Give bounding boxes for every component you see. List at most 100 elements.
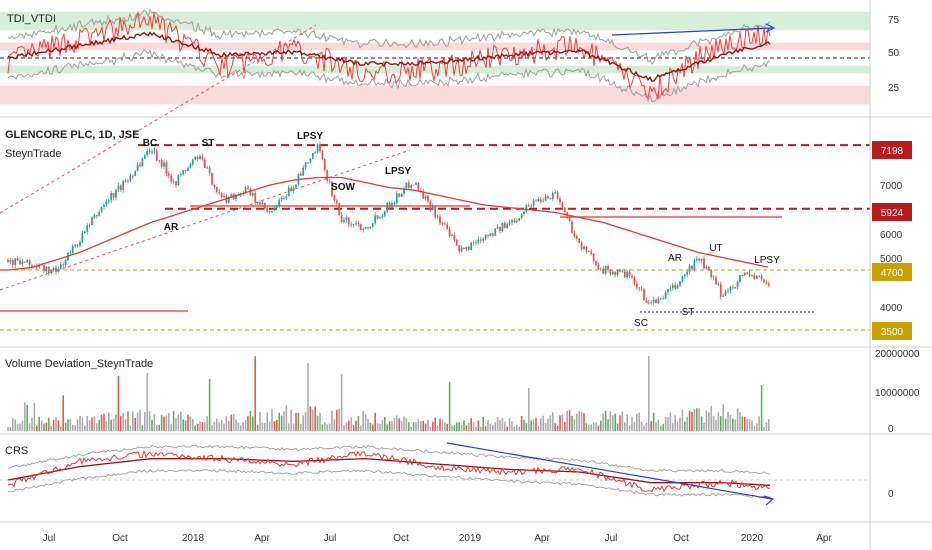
candle-body xyxy=(88,225,91,226)
volume-bar xyxy=(662,423,664,431)
candle-body xyxy=(290,187,293,191)
volume-bar xyxy=(487,420,489,431)
candle-body xyxy=(170,175,173,182)
volume-bar xyxy=(345,422,348,431)
volume-bar xyxy=(376,423,379,431)
volume-bar xyxy=(117,375,120,431)
tdi-panel xyxy=(0,8,870,105)
volume-bar xyxy=(655,422,657,431)
volume-bar xyxy=(768,419,770,431)
volume-bar xyxy=(295,412,297,431)
candle-body xyxy=(7,260,9,262)
candle-body xyxy=(271,210,273,212)
volume-bar xyxy=(232,413,235,431)
candle-body xyxy=(379,217,381,219)
candle-body xyxy=(403,188,405,194)
candle-body xyxy=(527,205,530,207)
volume-bar xyxy=(31,417,33,431)
volume-bar xyxy=(228,420,230,431)
volume-bar xyxy=(201,422,204,431)
candle-body xyxy=(45,267,48,272)
volume-bar xyxy=(132,411,134,431)
annotation-st: ST xyxy=(682,307,695,318)
level-box-5924 xyxy=(872,203,912,221)
volume-bar xyxy=(76,419,79,431)
candle-body xyxy=(319,144,321,151)
volume-bar xyxy=(170,424,172,431)
candle-body xyxy=(491,233,494,236)
volume-bar xyxy=(206,416,208,431)
candle-body xyxy=(611,271,614,275)
candle-body xyxy=(597,265,600,270)
volume-bar xyxy=(57,420,60,431)
volume-bar xyxy=(636,413,638,431)
candle-body xyxy=(388,202,391,208)
volume-bar xyxy=(14,419,16,431)
volume-bar xyxy=(355,420,357,431)
volume-bar xyxy=(592,422,595,431)
candle-body xyxy=(235,194,237,200)
candle-body xyxy=(148,150,151,153)
candle-body xyxy=(501,223,504,231)
candle-body xyxy=(105,201,108,205)
candle-body xyxy=(439,216,441,224)
volume-bar xyxy=(496,416,499,431)
annotation-lpsy: LPSY xyxy=(385,166,411,177)
candle-body xyxy=(578,238,581,243)
volume-bar xyxy=(40,420,43,431)
candle-body xyxy=(662,298,665,300)
candle-body xyxy=(326,170,329,181)
volume-bar xyxy=(396,415,398,431)
candle-body xyxy=(247,187,249,189)
volume-bar xyxy=(115,414,117,431)
volume-bar xyxy=(432,421,434,431)
candle-body xyxy=(146,150,149,156)
candle-body xyxy=(431,206,434,211)
x-tick: Oct xyxy=(393,533,409,544)
candle-body xyxy=(688,265,691,272)
candle-body xyxy=(211,172,213,185)
candle-body xyxy=(43,265,45,272)
volume-bar xyxy=(554,423,556,431)
candle-body xyxy=(273,207,276,211)
volume-bar xyxy=(549,415,552,431)
candle-body xyxy=(443,223,446,225)
candle-body xyxy=(98,212,101,217)
volume-bar xyxy=(760,385,763,431)
volume-panel xyxy=(7,355,770,431)
volume-bar xyxy=(319,412,321,431)
volume-bar xyxy=(175,418,177,431)
candle-body xyxy=(614,271,617,275)
volume-bar xyxy=(753,425,756,431)
price-tick: 6000 xyxy=(880,230,903,241)
candle-body xyxy=(331,181,333,196)
main-subtitle: SteynTrade xyxy=(5,148,61,160)
candle-body xyxy=(566,211,569,217)
candle-body xyxy=(119,185,122,190)
volume-bar xyxy=(72,425,74,431)
candle-body xyxy=(751,275,753,277)
candle-body xyxy=(391,203,393,208)
candle-body xyxy=(470,242,473,250)
candle-body xyxy=(124,180,127,182)
candle-body xyxy=(475,242,477,244)
candle-body xyxy=(151,151,153,153)
candle-body xyxy=(635,283,638,288)
candle-body xyxy=(191,159,194,165)
candle-body xyxy=(9,260,12,262)
candle-body xyxy=(321,150,324,160)
candle-body xyxy=(465,246,468,249)
candle-body xyxy=(434,206,437,218)
volume-bar xyxy=(686,416,688,431)
candle-body xyxy=(707,266,710,271)
volume-bar xyxy=(612,415,614,431)
volume-bar xyxy=(163,416,165,431)
volume-title: Volume Deviation_SteynTrade xyxy=(5,358,153,370)
candle-body xyxy=(307,162,309,164)
volume-bar xyxy=(235,419,237,431)
volume-bar xyxy=(7,426,9,431)
candle-body xyxy=(177,174,180,186)
volume-bar xyxy=(446,423,448,431)
candle-body xyxy=(158,160,161,161)
candle-body xyxy=(112,192,115,198)
